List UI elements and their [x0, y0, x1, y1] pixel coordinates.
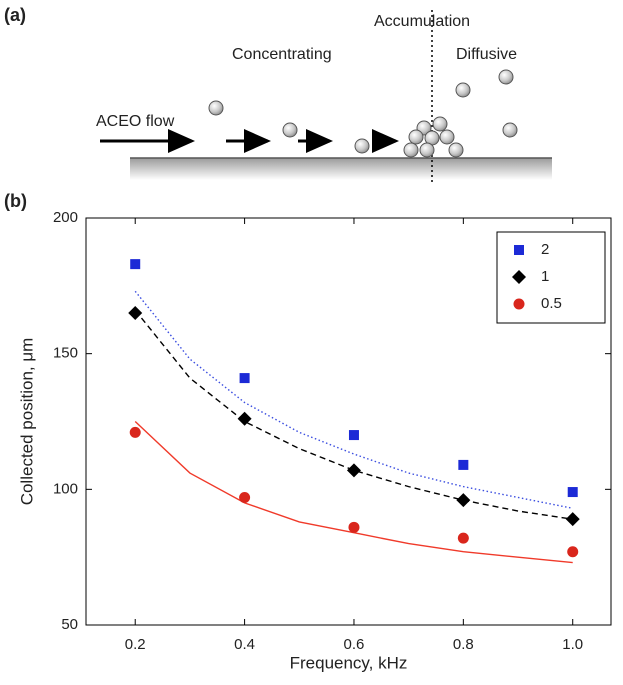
- flow-label: ACEO flow: [96, 113, 175, 130]
- x-tick-label: 1.0: [562, 636, 583, 653]
- marker: [567, 546, 579, 558]
- x-tick-label: 0.8: [453, 636, 474, 653]
- panel-label: (a): [4, 5, 26, 25]
- y-tick-label: 150: [53, 345, 78, 362]
- marker: [458, 459, 469, 470]
- marker: [346, 463, 361, 478]
- marker: [348, 521, 360, 533]
- y-tick-label: 200: [53, 209, 78, 226]
- y-tick-label: 100: [53, 480, 78, 497]
- marker: [457, 532, 469, 544]
- fit-line: [134, 420, 573, 564]
- stage-label: Concentrating: [232, 46, 332, 63]
- x-tick-label: 0.4: [234, 636, 255, 653]
- legend-marker: [513, 298, 525, 310]
- x-tick-label: 0.2: [125, 636, 146, 653]
- legend-marker: [512, 270, 526, 284]
- marker: [348, 430, 359, 441]
- marker: [567, 487, 578, 498]
- stage-label: Diffusive: [456, 46, 517, 63]
- marker: [130, 259, 141, 270]
- marker: [239, 491, 251, 503]
- fit-line: [134, 309, 573, 520]
- legend-label: 2: [541, 241, 549, 258]
- legend-label: 0.5: [541, 295, 562, 312]
- legend-label: 1: [541, 268, 549, 285]
- surface: [130, 158, 552, 180]
- panel-label: (b): [4, 191, 27, 211]
- y-axis-label: Collected position, μm: [17, 338, 36, 506]
- marker: [128, 305, 143, 320]
- x-axis-label: Frequency, kHz: [290, 653, 408, 672]
- marker: [129, 426, 141, 438]
- x-tick-label: 0.6: [344, 636, 365, 653]
- marker: [565, 512, 580, 527]
- diagram: (a) Concentrating Accumulation Diffusive…: [4, 5, 552, 185]
- marker: [239, 373, 250, 384]
- marker: [237, 411, 252, 426]
- plot-frame: [85, 217, 612, 626]
- stage-label: Accumulation: [374, 13, 470, 30]
- y-tick-label: 50: [61, 616, 78, 633]
- legend-marker: [514, 245, 524, 255]
- particles: [208, 69, 518, 158]
- marker: [456, 493, 471, 508]
